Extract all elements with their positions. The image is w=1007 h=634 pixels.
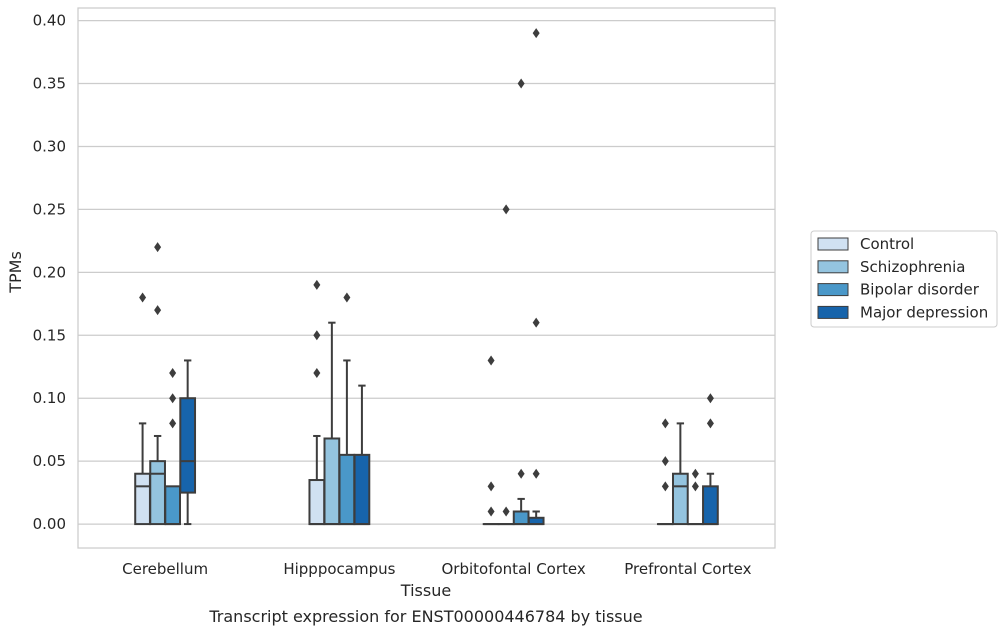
y-tick-label: 0.05 xyxy=(33,452,66,470)
y-tick-label: 0.00 xyxy=(33,515,66,533)
legend-label: Major depression xyxy=(860,303,988,321)
y-axis-title: TPMs xyxy=(6,251,25,294)
box-iqr xyxy=(353,453,371,526)
legend: Control Schizophrenia Bipolar disorder Majo… xyxy=(810,230,998,328)
outlier-point xyxy=(532,468,540,479)
y-tick-label: 0.15 xyxy=(33,326,66,344)
box-iqr xyxy=(308,479,326,526)
box-group xyxy=(671,422,689,526)
outlier-point xyxy=(661,456,669,467)
outlier-point xyxy=(706,418,714,429)
box-group xyxy=(702,393,719,526)
legend-frame xyxy=(810,230,998,328)
legend-label: Control xyxy=(860,235,914,253)
box-iqr xyxy=(512,510,530,526)
box-iqr xyxy=(164,485,182,526)
y-tick-label: 0.25 xyxy=(33,200,66,218)
outlier-point xyxy=(661,418,669,429)
outlier-point xyxy=(532,28,540,39)
outlier-point xyxy=(169,418,177,429)
box-iqr xyxy=(134,472,151,526)
outlier-point xyxy=(487,506,495,517)
y-tick-label: 0.40 xyxy=(33,12,66,30)
y-tick-label: 0.20 xyxy=(33,263,66,281)
box-group xyxy=(497,204,515,526)
box-iqr xyxy=(149,460,166,526)
box-group xyxy=(527,28,545,526)
y-tick-label: 0.30 xyxy=(33,137,66,155)
x-tick-label: Orbitofontal Cortex xyxy=(442,560,586,578)
outlier-point xyxy=(154,305,162,316)
outlier-point xyxy=(169,393,177,404)
legend-label: Bipolar disorder xyxy=(860,281,980,299)
outlier-point xyxy=(169,368,177,379)
y-axis-ticks: 0.00 0.05 0.10 0.15 0.20 0.25 0.30 0.35 0.40 xyxy=(33,12,66,533)
box-group xyxy=(338,292,356,526)
legend-label: Schizophrenia xyxy=(860,258,965,276)
outlier-point xyxy=(502,204,510,215)
box-group xyxy=(512,78,530,526)
outlier-point xyxy=(313,330,321,341)
outlier-point xyxy=(487,355,495,366)
outlier-point xyxy=(139,292,147,303)
outlier-point xyxy=(517,468,525,479)
x-tick-label: Cerebellum xyxy=(122,560,208,578)
box-group xyxy=(308,279,326,526)
box-group xyxy=(353,384,371,526)
box-group xyxy=(656,418,674,526)
outlier-point xyxy=(313,368,321,379)
y-tick-label: 0.35 xyxy=(33,75,66,93)
x-axis-ticks: Cerebellum Hipppocampus Orbitofontal Corte… xyxy=(122,560,751,578)
outlier-point xyxy=(691,481,699,492)
box-group xyxy=(687,468,704,526)
x-tick-label: Prefrontal Cortex xyxy=(624,560,751,578)
outlier-point xyxy=(517,78,525,89)
box-iqr xyxy=(702,485,719,526)
box-iqr xyxy=(323,437,341,526)
outlier-point xyxy=(154,242,162,253)
outlier-point xyxy=(661,481,669,492)
y-tick-label: 0.10 xyxy=(33,389,66,407)
x-tick-label: Hipppocampus xyxy=(283,560,395,578)
legend-swatch xyxy=(817,237,849,251)
box-iqr xyxy=(338,453,356,526)
legend-swatch xyxy=(817,260,849,274)
box-group xyxy=(149,242,166,526)
chart-caption: Transcript expression for ENST0000044678… xyxy=(208,607,642,626)
box-group xyxy=(482,355,500,526)
x-axis-title: Tissue xyxy=(400,581,451,600)
outlier-point xyxy=(532,317,540,328)
outlier-point xyxy=(706,393,714,404)
box-group xyxy=(179,359,197,526)
box-iqr xyxy=(671,472,689,526)
box-group xyxy=(323,321,341,526)
plot-frame xyxy=(77,7,776,549)
box-group xyxy=(164,368,182,526)
outlier-point xyxy=(313,279,321,290)
outlier-point xyxy=(487,481,495,492)
legend-swatch xyxy=(817,305,849,319)
outlier-point xyxy=(343,292,351,303)
box-group xyxy=(134,292,151,526)
legend-swatch xyxy=(817,283,849,297)
box-iqr xyxy=(179,397,197,494)
outlier-point xyxy=(691,468,699,479)
outlier-point xyxy=(502,506,510,517)
box-plot-series xyxy=(134,28,719,526)
